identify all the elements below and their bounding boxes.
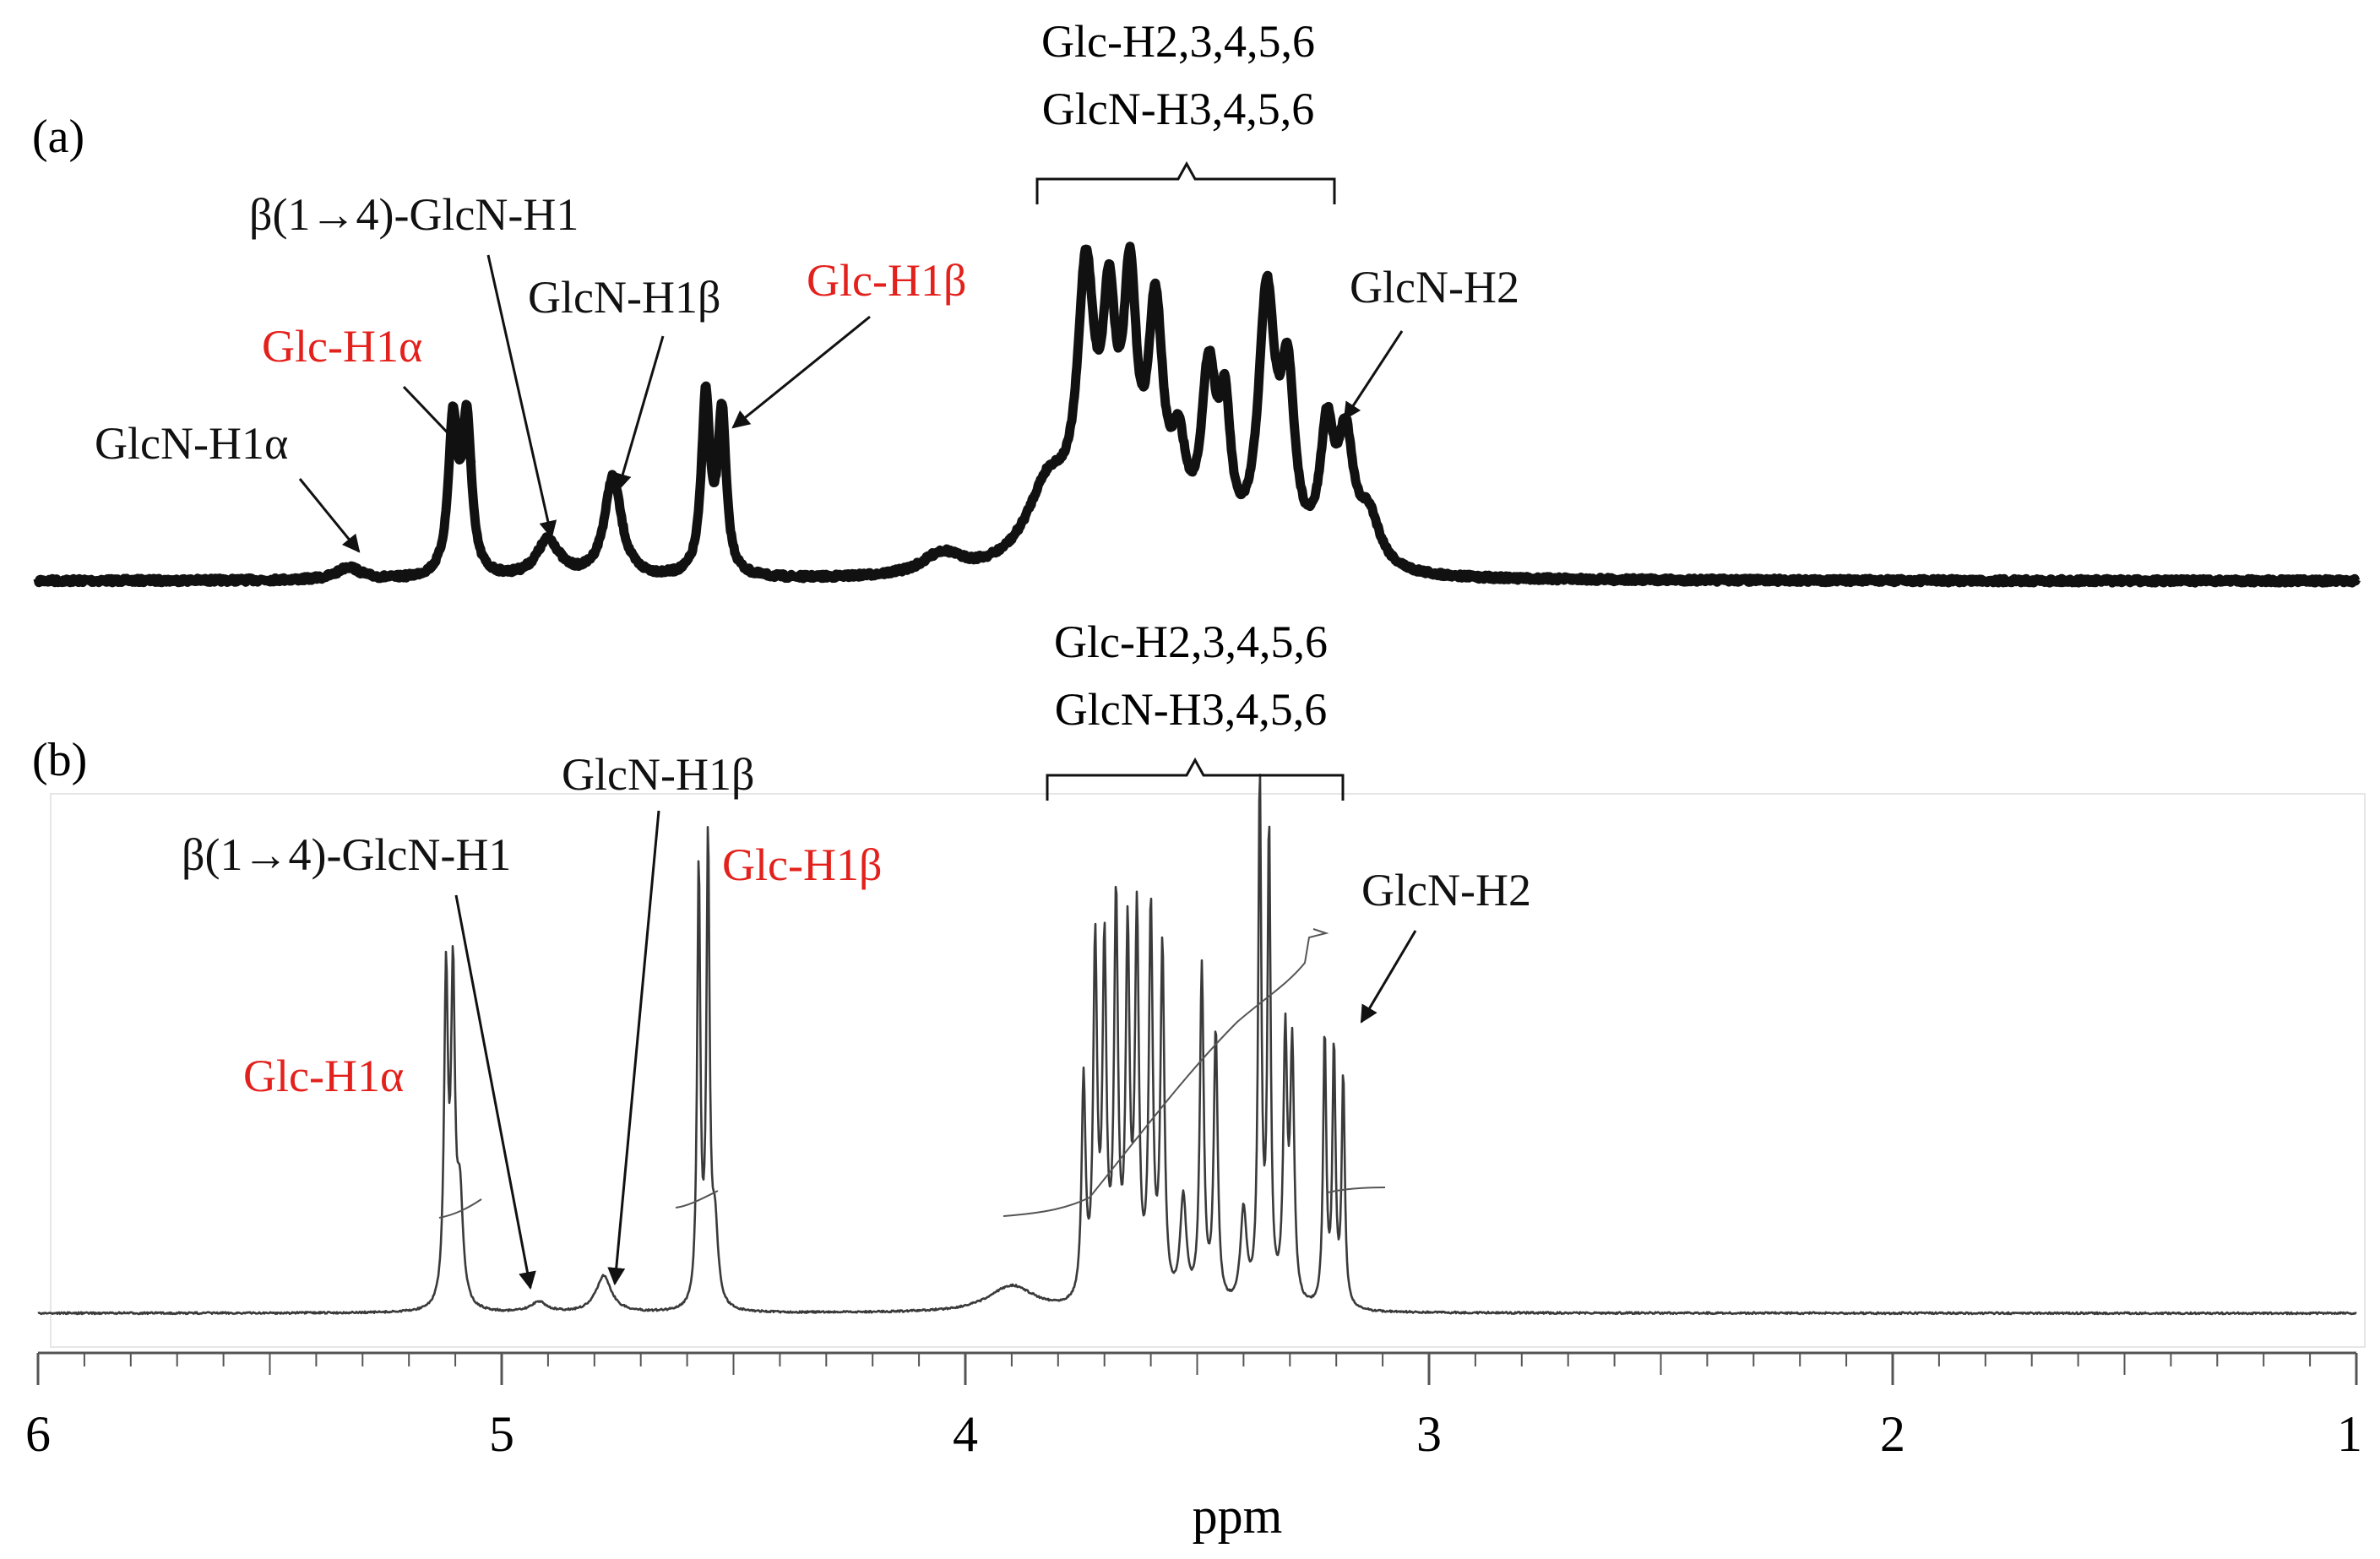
annotation-a-beta14: β(1→4)-GlcN-H1	[249, 189, 579, 240]
x-tick-labels: 6 5 4 3 2 1	[25, 1406, 2362, 1462]
arrow-a-glc-h1alpha	[402, 385, 476, 463]
x-tick-label: 1	[2337, 1406, 2362, 1462]
arrow-a-glcn-h2	[1343, 330, 1404, 421]
x-tick-label: 6	[25, 1406, 51, 1462]
annotation-b-glcn-h1beta: GlcN-H1β	[562, 749, 754, 800]
annotation-b-glcn-h2: GlcN-H2	[1361, 865, 1531, 915]
annotation-b-glc-h1alpha: Glc-H1α	[243, 1051, 404, 1101]
panel-a: (a) Glc-H2,3,4,5,6 GlcN-H3,4,5,6 GlcN-H1…	[32, 16, 2361, 588]
arrow-b-glcn-h2	[1360, 930, 1417, 1024]
arrow-a-glcn-h1alpha	[298, 478, 361, 553]
x-tick-label: 4	[953, 1406, 978, 1462]
arrow-a-glcn-h1beta	[614, 335, 665, 492]
spectrum-line-b	[37, 773, 2357, 1316]
spectrum-a	[33, 242, 2361, 588]
arrow-b-beta14	[454, 894, 536, 1290]
bracket-a-line1: Glc-H2,3,4,5,6	[1041, 16, 1315, 67]
x-tick-label: 2	[1880, 1406, 1905, 1462]
panel-a-label: (a)	[32, 111, 84, 163]
integration-trace-b	[438, 928, 1386, 1219]
arrow-b-glcn-h1beta	[607, 810, 660, 1286]
x-axis: 6 5 4 3 2 1 ppm	[25, 1351, 2362, 1544]
arrow-a-glc-h1beta	[731, 315, 871, 429]
panel-b: (b) Glc-H2,3,4,5,6 GlcN-H3,4,5,6 Glc-H1α…	[32, 617, 2366, 1348]
bracket-b-line1: Glc-H2,3,4,5,6	[1054, 617, 1328, 667]
annotation-a-glcn-h1alpha: GlcN-H1α	[95, 418, 288, 469]
bracket-b	[1046, 757, 1345, 801]
annotation-a-glcn-h1beta: GlcN-H1β	[528, 272, 720, 323]
spectrum-b	[37, 773, 2357, 1316]
x-axis-title: ppm	[1193, 1488, 1283, 1544]
arrow-a-beta14	[486, 254, 557, 540]
panel-b-frame	[50, 793, 2366, 1348]
bracket-b-line2: GlcN-H3,4,5,6	[1055, 684, 1327, 735]
panel-b-label: (b)	[32, 734, 87, 786]
annotation-a-glc-h1beta: Glc-H1β	[807, 255, 966, 306]
bracket-a	[1035, 160, 1336, 204]
annotation-b-beta14: β(1→4)-GlcN-H1	[182, 829, 511, 880]
x-minor-ticks	[36, 1353, 2358, 1385]
spectrum-line-a	[33, 242, 2361, 588]
bracket-a-line2: GlcN-H3,4,5,6	[1042, 84, 1314, 134]
x-tick-label: 5	[489, 1406, 514, 1462]
annotation-a-glc-h1alpha: Glc-H1α	[262, 321, 422, 372]
annotation-b-glc-h1beta: Glc-H1β	[722, 839, 882, 890]
x-tick-label: 3	[1416, 1406, 1442, 1462]
annotation-a-glcn-h2: GlcN-H2	[1350, 262, 1519, 312]
